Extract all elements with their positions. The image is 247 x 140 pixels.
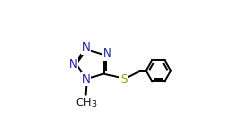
Text: CH$_3$: CH$_3$: [75, 96, 97, 110]
Text: N: N: [82, 41, 91, 54]
Text: N: N: [69, 58, 78, 71]
Text: N: N: [103, 47, 111, 60]
Text: N: N: [82, 73, 91, 86]
Text: S: S: [120, 73, 128, 86]
